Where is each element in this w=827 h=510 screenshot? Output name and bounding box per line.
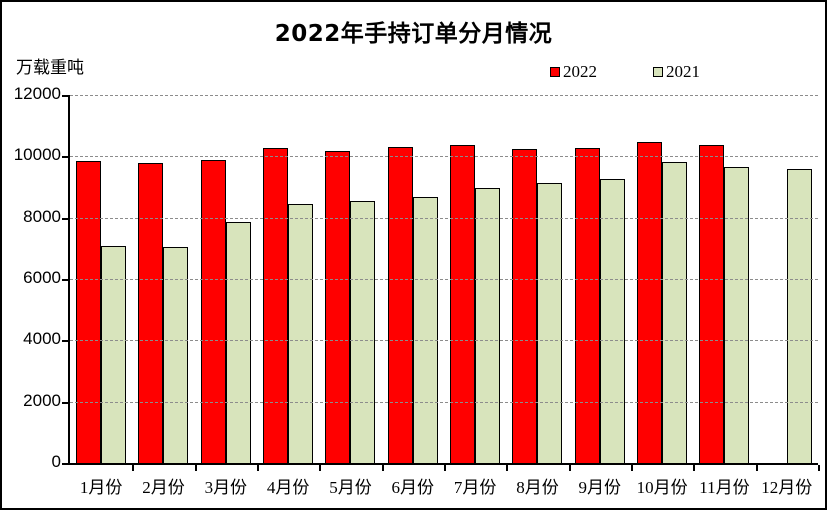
x-axis-label-3月份: 3月份 — [204, 478, 248, 497]
bar-2022-2月份 — [138, 163, 164, 463]
y-axis-label-8000: 8000 — [23, 206, 61, 226]
y-axis-label-2000: 2000 — [23, 390, 61, 410]
y-axis-label-4000: 4000 — [23, 329, 61, 349]
x-axis-tick-7 — [506, 465, 509, 471]
bar-2021-3月份 — [225, 222, 251, 463]
x-axis-tick-10 — [693, 465, 696, 471]
bar-2021-4月份 — [288, 203, 314, 463]
legend-label-2022: 2022 — [563, 62, 597, 81]
x-axis-label-4月份: 4月份 — [266, 478, 310, 497]
legend: 2022 2021 — [550, 63, 700, 80]
y-axis-tick-12000 — [62, 95, 68, 97]
x-axis-tick-9 — [631, 465, 633, 471]
bar-2022-10月份 — [637, 142, 663, 463]
y-axis-label-10000: 10000 — [13, 145, 61, 165]
x-axis-tick-4 — [319, 465, 322, 471]
y-axis-tick-4000 — [62, 340, 68, 343]
gridline-4000 — [70, 340, 818, 342]
bar-2022-8月份 — [512, 149, 538, 463]
x-axis-tick-2 — [194, 465, 197, 471]
bar-group-4月份 — [257, 95, 319, 463]
legend-swatch-2022 — [550, 66, 560, 77]
bar-2022-7月份 — [450, 144, 476, 463]
bar-2021-7月份 — [475, 187, 501, 463]
legend-label-2021: 2021 — [666, 62, 700, 81]
bar-2022-3月份 — [200, 160, 226, 463]
chart-title: 2022年手持订单分月情况 — [274, 21, 553, 47]
bar-2021-6月份 — [412, 197, 438, 463]
bar-2022-11月份 — [699, 144, 725, 463]
bar-2021-8月份 — [537, 183, 563, 463]
bar-2022-1月份 — [76, 161, 102, 463]
bar-2021-1月份 — [101, 245, 127, 463]
bar-2021-12月份 — [786, 168, 812, 463]
x-axis-tick-5 — [381, 465, 384, 471]
gridline-12000 — [70, 95, 818, 96]
x-axis-label-6月份: 6月份 — [391, 478, 435, 497]
y-axis-tick-2000 — [62, 401, 68, 404]
y-axis-label-0: 0 — [51, 452, 61, 472]
x-axis-label-11月份: 11月份 — [699, 478, 750, 497]
bar-2021-5月份 — [350, 201, 376, 463]
legend-swatch-2021 — [653, 66, 663, 77]
bar-2022-5月份 — [325, 150, 351, 463]
y-axis-tick-8000 — [62, 217, 68, 220]
bar-2021-11月份 — [724, 167, 750, 463]
x-axis-label-9月份: 9月份 — [578, 478, 622, 497]
bar-2022-4月份 — [263, 148, 289, 463]
x-axis-tick-6 — [444, 465, 446, 471]
y-axis-tick-0 — [62, 463, 68, 465]
plot-area: 1月份 2月份 3月份 4月份 5月份 6月份 7月份 8月份 9月份 10月份 11月份 12月份 … — [14, 84, 820, 497]
x-axis-tick-12 — [818, 465, 820, 471]
x-axis-tick-8 — [568, 465, 571, 471]
bar-group-2月份 — [132, 95, 194, 463]
bar-group-9月份 — [569, 95, 631, 463]
gridline-2000 — [70, 401, 818, 403]
y-axis-label-6000: 6000 — [23, 268, 61, 288]
bar-group-5月份 — [319, 95, 381, 463]
bar-group-11月份 — [693, 95, 755, 463]
legend-item-2021: 2021 — [653, 63, 700, 80]
bar-group-7月份 — [444, 95, 506, 463]
gridline-8000 — [70, 217, 818, 219]
x-axis-label-10月份: 10月份 — [636, 478, 688, 497]
y-axis-tick-6000 — [62, 279, 68, 281]
x-axis-label-7月份: 7月份 — [453, 478, 497, 497]
x-axis-tick-3 — [257, 465, 259, 471]
x-axis-label-2月份: 2月份 — [142, 478, 185, 497]
bars-container — [70, 95, 818, 463]
bar-group-3月份 — [195, 95, 257, 463]
bar-group-10月份 — [631, 95, 693, 463]
legend-item-2022: 2022 — [550, 63, 597, 80]
bar-group-8月份 — [506, 95, 568, 463]
bar-group-6月份 — [382, 95, 444, 463]
x-axis-labels: 1月份 2月份 3月份 4月份 5月份 6月份 7月份 8月份 9月份 10月份 11月份 12月份 — [70, 473, 818, 498]
y-axis-unit-label: 万载重吨 — [16, 58, 84, 78]
y-axis-label-12000: 12000 — [13, 84, 61, 104]
bar-2022-6月份 — [387, 146, 413, 463]
bar-2021-10月份 — [662, 162, 688, 463]
x-axis-tick-1 — [132, 465, 135, 471]
bar-2022-9月份 — [574, 148, 600, 463]
x-axis-label-12月份: 12月份 — [761, 478, 813, 497]
bar-group-1月份 — [70, 95, 132, 463]
gridline-6000 — [70, 279, 818, 280]
y-axis-tick-10000 — [62, 156, 68, 159]
bar-2021-2月份 — [163, 247, 189, 463]
x-axis-label-8月份: 8月份 — [516, 478, 559, 497]
x-axis-label-1月份: 1月份 — [79, 478, 123, 497]
x-axis-label-5月份: 5月份 — [329, 478, 372, 497]
bar-2021-9月份 — [599, 179, 625, 463]
gridline-10000 — [70, 156, 818, 158]
x-axis-tick-11 — [755, 465, 758, 471]
